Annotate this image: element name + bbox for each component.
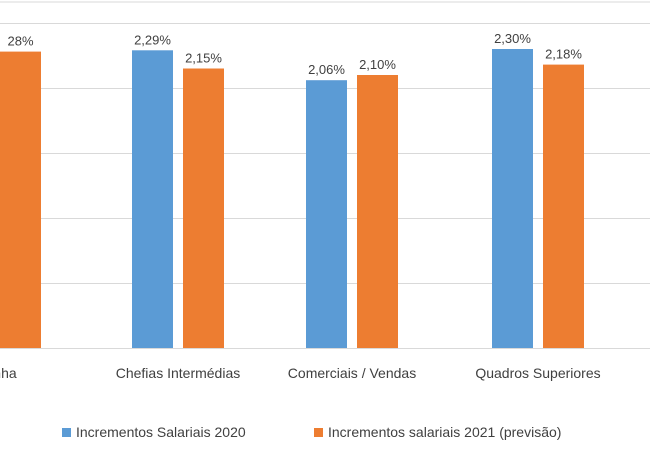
data-label: 2,10%	[359, 57, 396, 72]
data-label: 2,29%	[134, 32, 171, 47]
data-label: 2,15%	[185, 51, 222, 66]
category-label: Quadros Superiores	[475, 365, 600, 381]
data-label: 28%	[7, 34, 33, 49]
legend-label-2020: Incrementos Salariais 2020	[76, 424, 246, 440]
legend-swatch-2020	[62, 427, 71, 437]
bar-2020	[306, 80, 347, 348]
bar-2021	[357, 75, 398, 348]
legend-item-2020: Incrementos Salariais 2020	[62, 424, 246, 440]
bar-2021	[543, 64, 584, 348]
legend-label-2021: Incrementos salariais 2021 (previsão)	[328, 424, 562, 440]
bar-2021	[0, 51, 41, 348]
chart-legend: Incrementos Salariais 2020 Incrementos s…	[0, 424, 650, 444]
bar-2020	[132, 50, 173, 349]
category-label: Chefias Intermédias	[116, 365, 241, 381]
category-label: Comerciais / Vendas	[288, 365, 416, 381]
legend-item-2021: Incrementos salariais 2021 (previsão)	[314, 424, 561, 440]
bar-2021	[183, 68, 224, 348]
bar-2020	[492, 49, 533, 348]
category-label: ª Linha	[0, 365, 17, 381]
data-label: 2,18%	[545, 47, 582, 62]
data-label: 2,30%	[494, 31, 531, 46]
data-label: 2,06%	[308, 62, 345, 77]
legend-swatch-2021	[314, 427, 323, 437]
